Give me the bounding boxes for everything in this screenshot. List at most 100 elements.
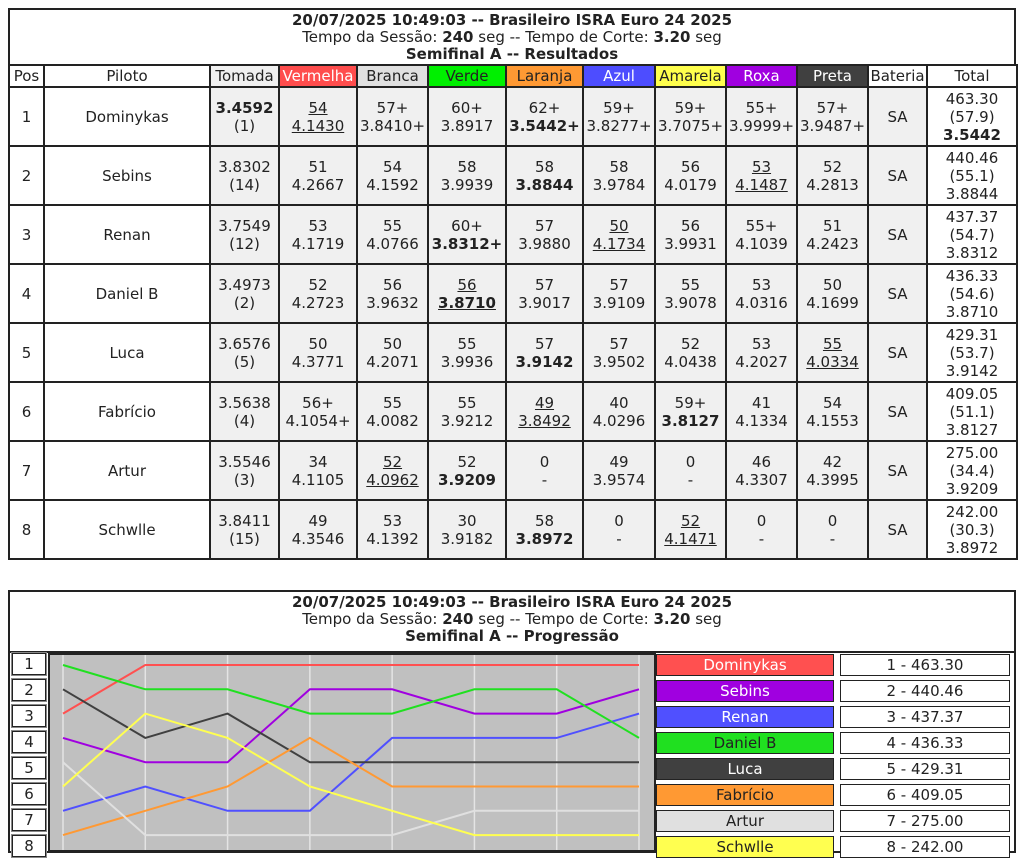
table-row: 4 Daniel B 3.4973 (2) 52 4.2723 56 3.9632 56 3.87… [8,263,1018,324]
bateria-cell: SA [867,204,928,265]
heat-best-time: - [687,470,694,489]
heat-laps: 55 [680,275,701,294]
heat-laps: 0 [685,452,696,471]
heat-cell-verde: 58 3.9939 [427,145,507,206]
heat-laps: 34 [308,452,328,471]
standing-item: 4 - 436.33 [840,732,1010,754]
heat-best-time: 3.8127 [661,411,720,430]
tomada-time: 3.5546 [218,452,271,471]
heat-best-time: 4.3771 [291,352,345,371]
position-label: 8 [11,834,47,858]
heat-laps: 59+ [674,98,707,117]
total-total: 242.00 [945,502,999,521]
total-cell: 440.46 (55.1) 3.8844 [926,145,1018,206]
heat-best-time: 4.1392 [366,529,419,548]
heat-best-time: 3.9574 [592,470,646,489]
heat-best-time: 4.1734 [592,234,646,253]
heat-laps: 59+ [674,393,707,412]
standings-list: 1 - 463.30 2 - 440.46 3 - 437.37 4 - 436.33… [840,654,1010,862]
heat-laps: 55 [457,393,477,412]
tomada-rank: (1) [233,116,256,135]
table-row: 8 Schwlle 3.8411 (15) 49 4.3546 53 4.1392 30 3.91… [8,499,1018,560]
heat-cell-laranja: 57 3.9017 [505,263,584,324]
heat-laps: 59+ [603,98,635,117]
series-line-daniel-b [62,664,640,739]
heat-laps: 41 [751,393,772,412]
heat-cell-branca: 57+ 3.8410+ [356,86,429,147]
heat-best-time: 4.2071 [366,352,419,371]
tomada-time: 3.6576 [218,334,271,353]
heat-laps: 54 [308,98,328,117]
heat-best-time: 4.1553 [806,411,859,430]
heat-cell-azul: 59+ 3.8277+ [582,86,656,147]
total-total: 275.00 [945,443,999,462]
heat-cell-vermelha: 49 4.3546 [278,499,358,560]
heat-best-time: 3.9784 [592,175,646,194]
total-cell: 409.05 (51.1) 3.8127 [926,381,1018,442]
heat-cell-azul: 40 4.0296 [582,381,656,442]
tomada-rank: (14) [229,175,260,194]
series-line-schwlle [62,712,639,837]
heat-laps: 49 [534,393,555,412]
heat-laps: 55+ [745,216,778,235]
total-best: 3.8710 [945,302,999,321]
heat-best-time: 3.8972 [515,529,574,548]
heat-cell-roxa: 41 4.1334 [725,381,798,442]
cut-value-2: 3.20 [653,610,691,628]
heat-laps: 52 [457,452,477,471]
results-title: Semifinal A -- Resultados [405,45,619,63]
heat-cell-preta: 57+ 3.9487+ [796,86,869,147]
heat-laps: 58 [534,157,555,176]
heat-best-time: 3.9936 [440,352,494,371]
heat-laps: 50 [308,334,328,353]
bateria-cell: SA [867,86,928,147]
heat-laps: 53 [751,275,772,294]
heat-cell-azul: 49 3.9574 [582,440,656,501]
heat-laps: 53 [751,334,772,353]
heat-cell-roxa: 55+ 4.1039 [725,204,798,265]
table-row: 6 Fabrício 3.5638 (4) 56+ 4.1054+ 55 4.0082 55 3.… [8,381,1018,442]
tomada-time: 3.4973 [218,275,271,294]
session-value: 240 [442,28,474,46]
heat-cell-vermelha: 54 4.1430 [278,86,358,147]
col-pilot: Piloto [43,64,211,88]
bateria-cell: SA [867,263,928,324]
tomada-cell: 3.8411 (15) [209,499,280,560]
cut-value: 3.20 [653,28,691,46]
heat-cell-verde: 55 3.9212 [427,381,507,442]
heat-laps: 0 [756,511,767,530]
heat-laps: 0 [827,511,838,530]
heat-best-time: 3.8844 [515,175,574,194]
heat-cell-branca: 55 4.0082 [356,381,429,442]
heat-cell-roxa: 53 4.1487 [725,145,798,206]
heat-laps: 57 [609,334,629,353]
col-bateria: Bateria [867,64,928,88]
heat-best-time: - [758,529,765,548]
heat-best-time: 4.1334 [735,411,788,430]
position-label: 6 [11,782,47,806]
table-row: 1 Dominykas 3.4592 (1) 54 4.1430 57+ 3.8410+ 60+… [8,86,1018,147]
event-title-2: 20/07/2025 10:49:03 -- Brasileiro ISRA E… [291,593,733,611]
heat-best-time: 3.9931 [664,234,717,253]
table-row: 5 Luca 3.6576 (5) 50 4.3771 50 4.2071 55 3.9936 57… [8,322,1018,383]
pilot-cell: Sebins [43,145,211,206]
tomada-cell: 3.4592 (1) [209,86,280,147]
heat-cell-laranja: 0- [505,440,584,501]
heat-cell-amarela: 55 3.9078 [654,263,727,324]
progress-chart [48,653,656,852]
heat-best-time: 3.8710 [438,293,496,312]
heat-best-time: 4.1105 [291,470,345,489]
tomada-cell: 3.7549 (12) [209,204,280,265]
bateria-cell: SA [867,499,928,560]
heat-best-time: 3.9209 [438,470,496,489]
heat-cell-branca: 50 4.2071 [356,322,429,383]
heat-cell-branca: 54 4.1592 [356,145,429,206]
total-best: 3.9142 [945,361,999,380]
total-total: 429.31 [945,325,999,344]
bateria-cell: SA [867,322,928,383]
session-value-2: 240 [442,610,474,628]
col-lane-roxa: Roxa [725,64,798,88]
total-avg: (54.7) [949,225,995,244]
heat-best-time: 4.0316 [735,293,788,312]
heat-cell-azul: 0- [582,499,656,560]
